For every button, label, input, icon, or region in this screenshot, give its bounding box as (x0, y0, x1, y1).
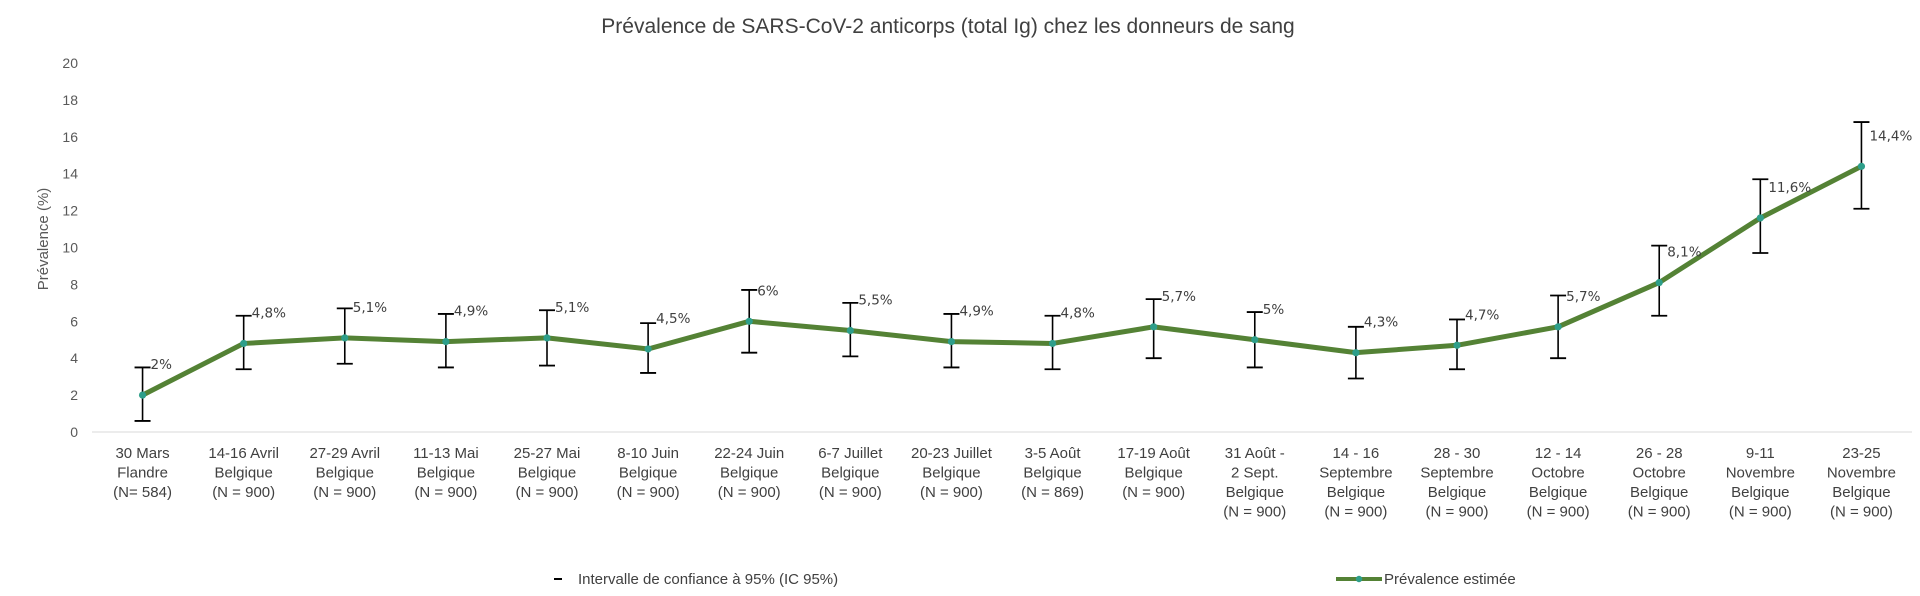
data-label: 14,4% (1869, 128, 1912, 144)
x-axis-ticks: 30 Mars Flandre (N= 584) 14-16 Avril Belgiqu… (113, 445, 1896, 521)
x-tick-label: 28 - 30 Septembre Belgique (N = 900) (1420, 445, 1493, 521)
data-point (138, 391, 147, 399)
x-tick-label: 12 - 14 Octobre Belgique (N = 900) (1527, 445, 1590, 521)
y-tick-label: 12 (62, 203, 78, 219)
data-label: 4,3% (1364, 315, 1398, 331)
x-tick-label: 22-24 Juin Belgique (N = 900) (714, 445, 784, 501)
data-label: 2% (151, 357, 173, 373)
y-tick-label: 20 (62, 55, 78, 71)
x-tick-label: 31 Août -2 Sept. Belgique (N = 900) (1223, 445, 1286, 521)
y-tick-label: 8 (70, 276, 78, 292)
y-tick-label: 0 (70, 424, 78, 440)
y-axis-label: Prévalence (%) (35, 188, 52, 291)
x-tick-label: 20-23 Juillet Belgique (N = 900) (911, 445, 993, 501)
data-point (1756, 214, 1764, 222)
data-point (846, 326, 854, 335)
data-label: 5,1% (555, 300, 589, 316)
data-label: 5,5% (858, 293, 892, 309)
data-label: 5,7% (1162, 289, 1196, 305)
data-point (644, 345, 652, 353)
x-tick-label: 8-10 Juin Belgique (N = 900) (617, 445, 680, 501)
data-point (1251, 336, 1259, 344)
x-tick-label: 26 - 28 Octobre Belgique (N = 900) (1628, 445, 1691, 521)
x-tick-label: 25-27 Mai Belgique (N = 900) (514, 445, 581, 501)
x-tick-label: 27-29 Avril Belgique (N = 900) (309, 445, 380, 501)
y-tick-label: 14 (62, 166, 78, 182)
data-label: 4,9% (454, 304, 488, 320)
legend-line-label: Prévalence estimée (1384, 571, 1516, 588)
x-tick-label: 17-19 Août Belgique (N = 900) (1117, 445, 1190, 501)
data-point (1857, 162, 1866, 170)
data-point (1352, 349, 1360, 357)
series-layer (138, 162, 1866, 399)
y-axis-ticks: 0 2 4 6 8 10 12 14 16 18 20 (62, 55, 78, 440)
y-tick-label: 18 (62, 92, 78, 108)
x-tick-label: 3-5 Août Belgique (N = 869) (1021, 445, 1084, 501)
x-tick-label: 9-11 Novembre Belgique (N = 900) (1726, 445, 1795, 521)
x-tick-label: 6-7 Juillet Belgique (N = 900) (818, 445, 883, 501)
y-tick-label: 6 (70, 313, 78, 329)
legend: Intervalle de confiance à 95% (IC 95%) P… (554, 571, 1516, 588)
y-tick-label: 4 (70, 350, 78, 366)
y-tick-label: 16 (62, 129, 78, 145)
y-tick-label: 2 (70, 387, 78, 403)
data-label: 5,1% (353, 300, 387, 316)
data-point (1554, 323, 1562, 331)
x-tick-label: 11-13 Mai Belgique (N = 900) (413, 445, 479, 501)
data-point (1048, 339, 1057, 348)
data-label: 4,9% (959, 304, 993, 320)
data-point (947, 337, 956, 346)
data-point (341, 334, 349, 342)
x-tick-label: 14-16 Avril Belgique (N = 900) (208, 445, 279, 501)
confidence-interval-bars (134, 121, 1870, 422)
data-label: 4,8% (1061, 305, 1095, 321)
data-label: 4,5% (656, 311, 690, 327)
y-tick-label: 10 (62, 240, 78, 256)
data-labels: 2% 4,8% 5,1% 4,9% 5,1% 4,5% 6% 5,5% 4,9% 4,8% 5,7%… (151, 128, 1913, 373)
data-label: 6% (757, 283, 779, 299)
data-label: 11,6% (1768, 180, 1811, 196)
x-tick-label: 14 - 16 Septembre Belgique (N = 900) (1319, 445, 1392, 521)
data-label: 8,1% (1667, 245, 1701, 261)
data-label: 4,7% (1465, 307, 1499, 323)
data-point (1655, 278, 1663, 287)
data-point (442, 337, 450, 346)
data-point (1150, 323, 1158, 331)
legend-line-marker (1355, 575, 1363, 583)
x-tick-label: 30 Mars Flandre (N= 584) (113, 445, 172, 501)
chart-title: Prévalence de SARS-CoV-2 anticorps (tota… (601, 15, 1294, 38)
data-label: 5% (1263, 302, 1285, 318)
data-label: 5,7% (1566, 289, 1600, 305)
x-tick-label: 23-25 Novembre Belgique (N = 900) (1827, 445, 1896, 521)
data-label: 4,8% (252, 305, 286, 321)
legend-errorbar-label: Intervalle de confiance à 95% (IC 95%) (578, 571, 838, 588)
data-point (745, 317, 753, 325)
data-point (543, 334, 551, 342)
data-point (1453, 341, 1461, 349)
data-point (240, 339, 248, 348)
series-line (140, 163, 1864, 398)
